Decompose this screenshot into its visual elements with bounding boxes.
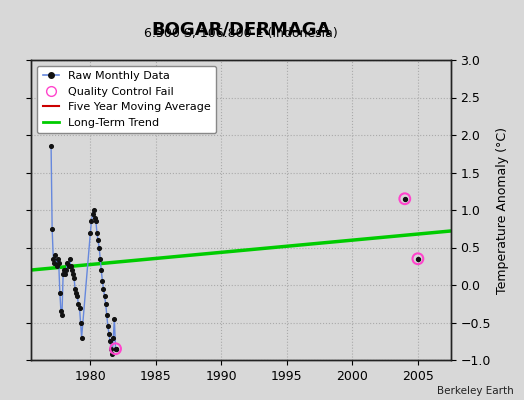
Point xyxy=(51,252,60,258)
Point xyxy=(97,267,105,273)
Point xyxy=(413,256,422,262)
Point xyxy=(70,274,78,281)
Point xyxy=(58,312,66,318)
Point xyxy=(90,207,98,213)
Point xyxy=(59,270,67,277)
Point xyxy=(107,346,115,352)
Point xyxy=(60,267,68,273)
Point xyxy=(98,278,106,284)
Point xyxy=(54,259,63,266)
Point xyxy=(50,259,59,266)
Point xyxy=(109,334,117,341)
Text: 6.500 S, 106.800 E (Indonesia): 6.500 S, 106.800 E (Indonesia) xyxy=(144,28,338,40)
Point xyxy=(108,351,116,357)
Point xyxy=(78,334,86,341)
Point xyxy=(102,300,110,307)
Point xyxy=(67,263,75,270)
Point xyxy=(112,346,120,352)
Point xyxy=(71,286,79,292)
Point xyxy=(92,218,100,224)
Point xyxy=(75,304,84,311)
Point xyxy=(73,293,81,300)
Point xyxy=(99,286,107,292)
Point xyxy=(68,267,76,273)
Point xyxy=(87,218,95,224)
Point xyxy=(400,196,409,202)
Point xyxy=(57,308,65,314)
Point xyxy=(62,267,71,273)
Point xyxy=(74,300,82,307)
Point xyxy=(91,214,99,221)
Point xyxy=(96,256,104,262)
Point xyxy=(103,312,111,318)
Point xyxy=(104,323,112,330)
Point xyxy=(100,293,108,300)
Point xyxy=(48,226,56,232)
Point xyxy=(77,319,85,326)
Point xyxy=(95,244,103,251)
Point xyxy=(89,210,97,217)
Point xyxy=(64,263,73,270)
Point xyxy=(106,338,114,344)
Point xyxy=(61,270,69,277)
Point xyxy=(93,229,101,236)
Point xyxy=(49,256,58,262)
Legend: Raw Monthly Data, Quality Control Fail, Five Year Moving Average, Long-Term Tren: Raw Monthly Data, Quality Control Fail, … xyxy=(37,66,216,133)
Y-axis label: Temperature Anomaly (°C): Temperature Anomaly (°C) xyxy=(496,126,509,294)
Point xyxy=(53,256,62,262)
Point xyxy=(63,259,72,266)
Point xyxy=(47,143,56,150)
Point xyxy=(400,196,409,202)
Point xyxy=(112,346,120,352)
Point xyxy=(105,330,113,337)
Point xyxy=(72,289,80,296)
Point xyxy=(66,256,74,262)
Point xyxy=(413,256,422,262)
Point xyxy=(69,270,77,277)
Point xyxy=(94,237,102,243)
Title: BOGAR/DERMAGA: BOGAR/DERMAGA xyxy=(151,21,331,39)
Point xyxy=(56,289,64,296)
Point xyxy=(112,346,120,352)
Point xyxy=(110,316,118,322)
Point xyxy=(86,229,94,236)
Point xyxy=(52,263,61,270)
Text: Berkeley Earth: Berkeley Earth xyxy=(437,386,514,396)
